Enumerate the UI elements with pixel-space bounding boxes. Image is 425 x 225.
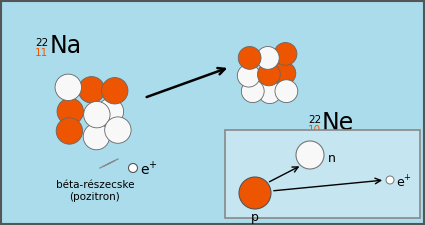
Circle shape [238,47,261,69]
Circle shape [102,78,128,104]
Circle shape [258,63,280,86]
Text: béta-részecske: béta-részecske [56,180,134,190]
Circle shape [55,74,82,101]
Circle shape [241,80,264,103]
Circle shape [273,62,296,85]
Circle shape [57,98,83,125]
Text: Na: Na [50,34,82,58]
Text: e: e [140,163,148,177]
Text: e: e [396,176,404,189]
Text: (pozitron): (pozitron) [70,192,120,202]
Text: n: n [328,151,336,164]
Circle shape [78,76,105,103]
Text: 11: 11 [35,48,48,58]
Circle shape [105,117,131,143]
Text: +: + [403,173,410,182]
Text: 22: 22 [35,38,48,48]
Circle shape [274,43,297,65]
Text: 22: 22 [308,115,321,125]
Text: p: p [251,211,259,224]
Text: Ne: Ne [322,111,354,135]
Bar [225,130,420,218]
Circle shape [97,98,124,125]
Circle shape [258,81,281,104]
Circle shape [386,176,394,184]
Circle shape [128,164,138,173]
Circle shape [296,141,324,169]
Text: 10: 10 [308,125,321,135]
Circle shape [239,177,271,209]
Circle shape [275,80,298,103]
Circle shape [237,64,260,87]
Circle shape [83,123,110,150]
Circle shape [84,101,110,128]
Circle shape [56,118,82,144]
Text: +: + [148,160,156,170]
Circle shape [256,47,279,69]
